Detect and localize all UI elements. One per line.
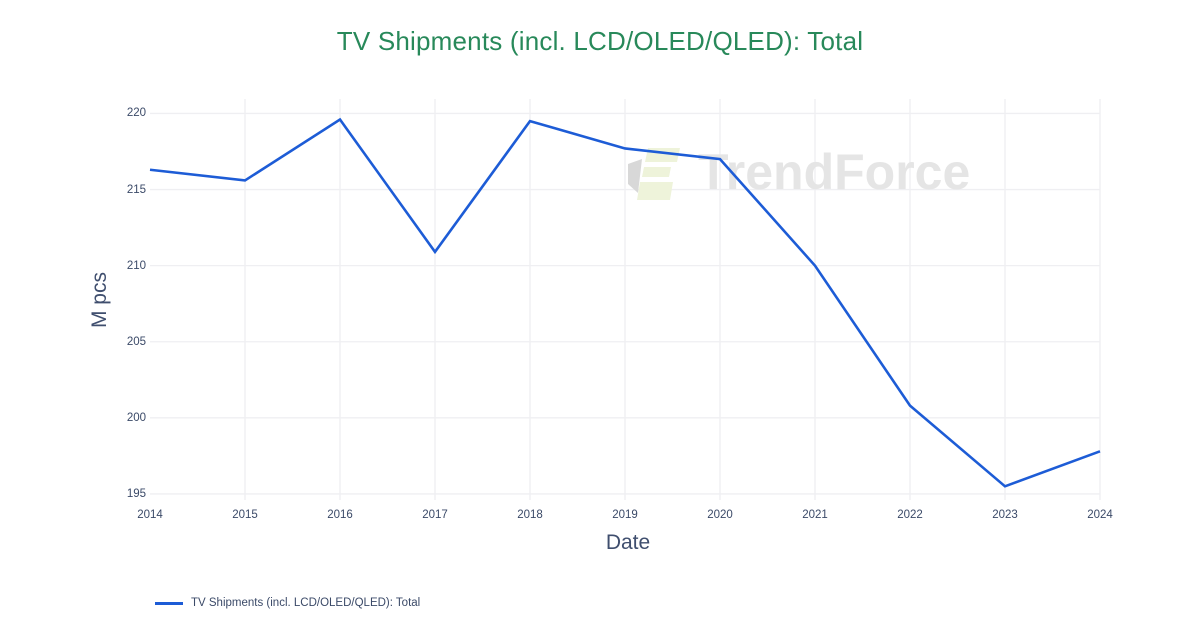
gridlines [150,99,1101,500]
y-tick-label: 215 [126,183,146,196]
y-tick-label: 195 [126,487,146,500]
x-tick-label: 2019 [612,509,638,521]
watermark: TrendForce [628,144,970,200]
x-tick-label: 2020 [707,509,733,521]
x-tick-label: 2014 [137,509,163,521]
y-tick-label: 205 [126,335,146,348]
data-series [149,117,1101,488]
x-tick-label: 2016 [327,509,353,521]
x-tick-label: 2017 [422,509,448,521]
y-tick-label: 200 [126,411,146,424]
chart-title: TV Shipments (incl. LCD/OLED/QLED): Tota… [336,26,864,56]
x-tick-label: 2021 [802,509,828,521]
x-tick-label: 2018 [517,509,543,521]
legend-line-swatch [155,601,183,605]
y-tick-label: 210 [126,259,146,272]
x-tick-label: 2024 [1087,509,1113,521]
legend-item[interactable]: TV Shipments (incl. LCD/OLED/QLED): Tota… [155,597,420,609]
x-tick-label: 2015 [232,509,258,521]
legend-label: TV Shipments (incl. LCD/OLED/QLED): Tota… [191,597,421,609]
x-tick-label: 2023 [992,509,1018,521]
watermark-text: TrendForce [698,144,970,200]
x-tick-label: 2022 [897,509,923,521]
x-axis-title: Date [605,531,651,554]
trendforce-logo-icon [628,148,680,200]
series-line [149,117,1101,488]
y-axis-title: M pcs [88,272,111,329]
y-tick-label: 220 [126,107,146,120]
